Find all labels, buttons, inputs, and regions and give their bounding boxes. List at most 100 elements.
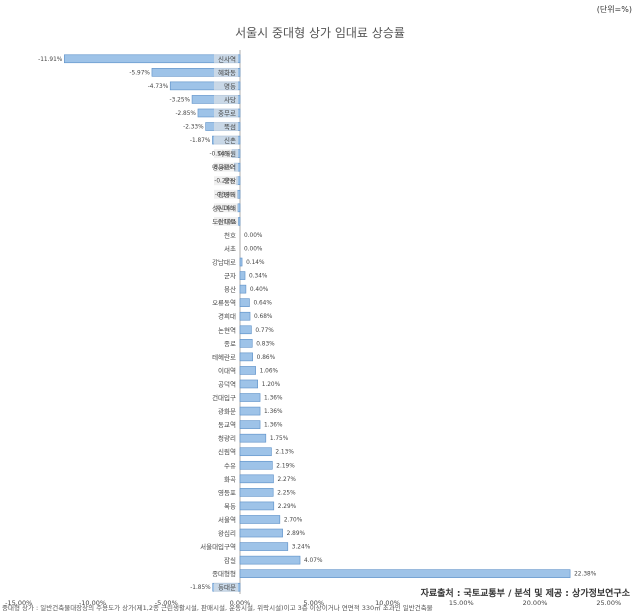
x-tick-label: -10.00% [79, 599, 106, 607]
value-label: 0.40% [250, 287, 269, 293]
bar [239, 542, 289, 551]
value-label: -0.16% [215, 206, 236, 212]
value-label: 2.27% [277, 477, 296, 483]
value-label: 0.68% [254, 314, 273, 320]
bar [239, 460, 273, 470]
category-label-bg [214, 108, 238, 118]
category-label-bg [214, 176, 238, 186]
category-label: 영등포역 [212, 163, 236, 172]
value-label: 2.29% [278, 504, 297, 510]
value-label: -11.91% [38, 57, 63, 63]
bar [239, 284, 247, 294]
category-label: 신사역 [218, 54, 236, 63]
category-label: 군자 [224, 271, 236, 280]
x-tick-label: 25.00% [596, 599, 621, 607]
value-label: 1.36% [264, 396, 283, 402]
value-label: -4.73% [148, 84, 169, 90]
category-label: 서울대입구역 [200, 542, 236, 551]
category-label: 화곡 [224, 475, 236, 483]
bar [64, 54, 241, 64]
category-label: 왕십리 [218, 529, 236, 538]
category-label: 도산대로 [212, 217, 236, 226]
x-tick-label: 15.00% [449, 599, 474, 607]
bar [239, 379, 259, 389]
category-label-bg [214, 203, 238, 213]
value-label: 1.75% [270, 436, 289, 442]
category-label: 청량리 [218, 434, 236, 443]
category-label-bg [214, 94, 238, 104]
value-label: -5.97% [129, 70, 150, 76]
category-label: 목동 [224, 502, 236, 510]
value-label: 0.83% [256, 341, 275, 347]
category-label: 사당 [224, 95, 236, 104]
category-label-bg [214, 189, 238, 199]
category-label: 동교역 [218, 420, 236, 429]
value-label: 1.36% [264, 409, 283, 415]
category-label: 경희대 [218, 312, 236, 321]
value-label: 2.89% [287, 531, 306, 537]
value-label: 3.24% [292, 545, 311, 551]
category-label: 서초 [224, 244, 236, 253]
value-label: 0.14% [246, 260, 265, 266]
x-tick-label: -5.00% [155, 599, 178, 607]
bar [239, 501, 275, 511]
category-label-bg [214, 216, 238, 226]
bar [169, 81, 241, 91]
value-label: -0.18% [215, 192, 236, 198]
value-label: 1.36% [264, 423, 283, 429]
category-label: 수유 [224, 462, 236, 470]
x-tick-label: 20.00% [523, 599, 548, 607]
bar [239, 433, 267, 443]
category-label: 논현역 [218, 325, 236, 334]
category-label-bg [214, 162, 238, 172]
value-label: 2.25% [277, 490, 296, 496]
category-label: 잠실 [224, 556, 236, 565]
x-tick-label: -15.00% [5, 599, 32, 607]
category-label: 용산 [224, 285, 236, 294]
value-label: 1.06% [260, 368, 279, 374]
x-tick-label: 10.00% [375, 599, 400, 607]
bar [151, 68, 241, 77]
footnote: 중대형 상가 : 일반건축물대장상의 주용도가 상가(제1,2종 근린생활시설,… [2, 604, 433, 612]
category-label: 광화문 [218, 408, 236, 416]
bar [239, 271, 246, 280]
category-label: 신림역 [218, 447, 236, 456]
category-label: 테헤란로 [212, 352, 236, 361]
value-label: -1.85% [190, 585, 211, 591]
x-tick-label: 5.00% [303, 599, 324, 607]
bar [239, 420, 261, 429]
bar [239, 393, 261, 402]
unit-note: (단위=%) [596, 5, 632, 14]
bar [239, 311, 251, 321]
category-label: 공덕역 [218, 379, 236, 388]
category-label-bg [214, 67, 238, 77]
category-label: 서울역 [218, 515, 236, 524]
category-label: 동대문 [218, 584, 236, 592]
value-label: -1.87% [190, 138, 211, 144]
category-label-bg [214, 54, 238, 64]
category-label: 종대형형 [212, 570, 236, 578]
value-label: 0.86% [257, 355, 276, 361]
value-label: -0.22% [214, 179, 235, 185]
category-label: 충무로 [218, 108, 236, 117]
bar [239, 298, 250, 307]
source-note: 자료출처 : 국토교통부 / 분석 및 제공 : 상가정보연구소 [420, 589, 630, 599]
category-label: 신촌 [224, 136, 236, 145]
value-label: -2.33% [183, 125, 204, 131]
category-label: 명동 [224, 81, 236, 90]
bar [239, 555, 301, 565]
bar [239, 257, 243, 267]
value-label: 0.77% [255, 328, 274, 334]
category-label: 이태원 [218, 149, 236, 158]
category-label: 성신여대 [212, 203, 236, 212]
value-label: -0.54% [210, 152, 231, 158]
category-label-bg [214, 582, 238, 592]
bar [239, 406, 261, 416]
bar [238, 217, 241, 226]
bar [239, 352, 253, 362]
value-label: -2.85% [175, 111, 196, 117]
category-label-bg [214, 122, 238, 132]
category-label: 청량리 [218, 190, 236, 199]
category-label: 오류동역 [212, 298, 236, 307]
value-label: 2.19% [276, 463, 295, 469]
